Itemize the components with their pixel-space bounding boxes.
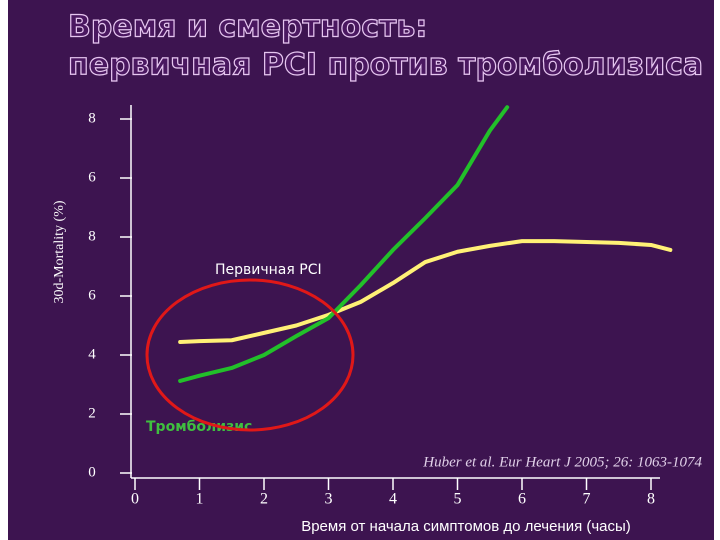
series-line (178, 239, 673, 345)
x-axis-label: Время от начала симптомов до лечения (ча… (301, 518, 631, 535)
x-tick-label: 4 (389, 491, 397, 508)
x-tick-label: 6 (518, 491, 526, 508)
title-line: первичная PCI против тромболизиса (68, 48, 703, 83)
y-tick-label: 6 (88, 169, 96, 185)
y-tick-label: 6 (88, 287, 96, 303)
y-tick-label: 4 (88, 346, 96, 362)
y-tick-label: 2 (88, 405, 96, 421)
x-tick-label: 5 (454, 491, 462, 508)
x-tick-label: 7 (583, 491, 591, 508)
title-line: Время и смертность: (68, 10, 427, 45)
y-tick-label: 0 (88, 464, 96, 480)
series-line (178, 105, 510, 383)
x-tick-label: 2 (260, 491, 268, 508)
y-tick-label: 8 (88, 110, 96, 126)
citation: Huber et al. Eur Heart J 2005; 26: 1063-… (422, 454, 702, 470)
annotation: Первичная PCI (215, 262, 322, 278)
x-tick-label: 0 (131, 491, 139, 508)
y-tick-label: 8 (88, 228, 96, 244)
x-tick-label: 8 (647, 491, 655, 508)
y-axis-label: 30d-Mortality (%) (52, 200, 67, 303)
slide-background (8, 0, 714, 540)
x-tick-label: 3 (325, 491, 333, 508)
annotation: Тромболизис (146, 419, 252, 435)
x-tick-label: 1 (196, 491, 204, 508)
highlight-ellipse (145, 278, 355, 432)
